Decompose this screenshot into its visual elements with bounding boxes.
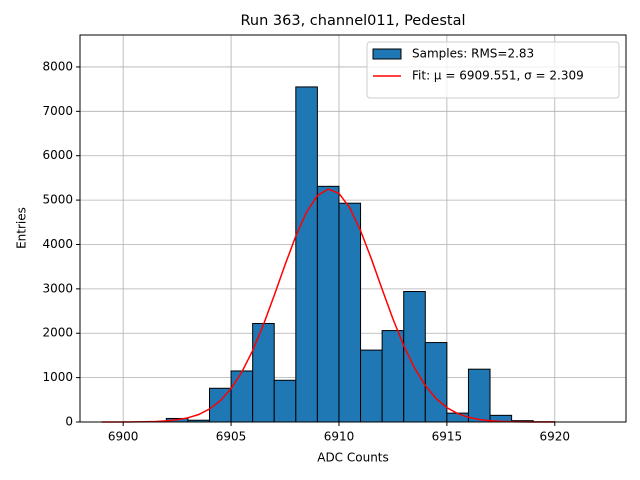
axes-frame	[79, 34, 627, 423]
bar	[424, 342, 448, 423]
y-tick-label: 6000	[42, 148, 73, 162]
bar	[230, 370, 254, 423]
bar	[446, 412, 469, 423]
chart-title: Run 363, channel011, Pedestal	[240, 13, 465, 29]
x-tick-label: 6910	[324, 430, 355, 444]
fit-line	[101, 188, 555, 423]
x-tick-label: 6915	[432, 430, 463, 444]
plot-area	[101, 86, 556, 423]
x-tick-label: 6900	[108, 430, 139, 444]
y-tick-label: 1000	[42, 370, 73, 384]
y-tick-label: 5000	[42, 193, 73, 207]
bar	[252, 322, 275, 423]
x-tick-label: 6920	[540, 430, 571, 444]
bar	[403, 291, 426, 423]
x-axis-label: ADC Counts	[317, 451, 389, 465]
bar	[273, 379, 297, 423]
y-tick-label: 0	[65, 415, 73, 429]
legend-label: Samples: RMS=2.83	[412, 47, 534, 61]
bar	[338, 202, 362, 423]
bar	[316, 185, 340, 423]
y-tick-label: 3000	[42, 281, 73, 295]
bar	[360, 349, 383, 423]
y-tick-label: 2000	[42, 326, 73, 340]
bar	[381, 330, 405, 423]
bar	[467, 368, 491, 423]
legend-swatch	[372, 48, 402, 60]
y-tick-label: 8000	[42, 59, 73, 73]
x-tick-label: 6905	[216, 430, 247, 444]
y-tick-label: 4000	[42, 237, 73, 251]
y-axis-label: Entries	[15, 207, 29, 249]
legend: Samples: RMS=2.83 Fit: μ = 6909.551, σ = …	[366, 41, 620, 99]
legend-label: Fit: μ = 6909.551, σ = 2.309	[412, 69, 584, 83]
legend-box	[366, 41, 620, 99]
y-tick-label: 7000	[42, 104, 73, 118]
bar	[295, 86, 318, 423]
